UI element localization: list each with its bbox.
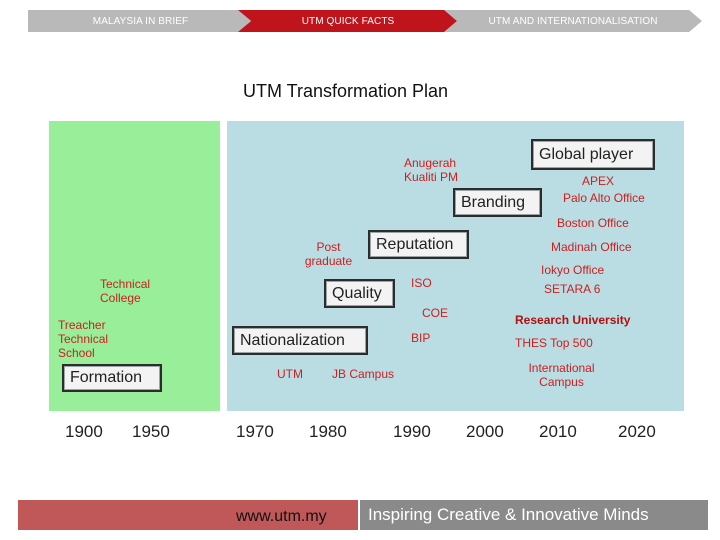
milestone-palo-alto: Palo Alto Office: [563, 191, 645, 205]
milestone-tokyo: Iokyo Office: [541, 263, 605, 277]
footer-left-bar: [18, 500, 358, 530]
milestone-utm: UTM: [277, 367, 303, 381]
milestone-madinah: Madinah Office: [551, 240, 632, 254]
year-label: 2010: [539, 422, 577, 441]
year-label: 1990: [393, 422, 431, 441]
year-label: 1970: [236, 422, 274, 441]
milestone-technical-college: Technical College: [100, 277, 151, 305]
footer-url-link[interactable]: www.utm.my: [236, 508, 327, 525]
tab-utm-and-internationalisation[interactable]: UTM AND INTERNATIONALISATION: [444, 10, 702, 32]
milestone-jb-campus: JB Campus: [332, 367, 395, 381]
tab-utm-quick-facts[interactable]: UTM QUICK FACTS: [238, 10, 458, 32]
stage-quality-box: Quality: [324, 279, 395, 308]
tab-malaysia-in-brief[interactable]: MALAYSIA IN BRIEF: [28, 10, 253, 32]
year-label: 2000: [466, 422, 504, 441]
year-label: 1900: [65, 422, 103, 441]
milestone-apex: APEX: [582, 174, 615, 188]
year-label: 2020: [618, 422, 656, 441]
year-label: 1980: [309, 422, 347, 441]
early-era-panel: [49, 121, 220, 411]
milestone-coe: COE: [422, 306, 449, 320]
milestone-thes: THES Top 500: [515, 336, 593, 350]
stage-reputation-box: Reputation: [368, 230, 469, 259]
stage-branding-box: Branding: [453, 188, 542, 217]
page-title: UTM Transformation Plan: [243, 81, 449, 101]
milestone-setara: SETARA 6: [544, 282, 601, 296]
milestone-boston: Boston Office: [557, 216, 629, 230]
milestone-teacher-school: Treacher Technical School: [58, 318, 109, 360]
footer-tagline: Inspiring Creative & Innovative Minds: [368, 505, 649, 524]
stage-nationalization-box: Nationalization: [232, 326, 368, 355]
year-label: 1950: [132, 422, 170, 441]
stage-global-player-box: Global player: [531, 139, 655, 170]
milestone-post-graduate: Post graduate: [304, 240, 353, 268]
milestone-international-campus: International Campus: [528, 361, 595, 389]
footer-right-bar: [360, 500, 708, 530]
milestone-iso: ISO: [411, 276, 432, 290]
milestone-research-university: Research University: [515, 313, 631, 327]
stage-formation-box: Formation: [62, 364, 162, 392]
milestone-bip: BIP: [411, 331, 431, 345]
milestone-anugerah: Anugerah Kualiti PM: [404, 156, 459, 184]
